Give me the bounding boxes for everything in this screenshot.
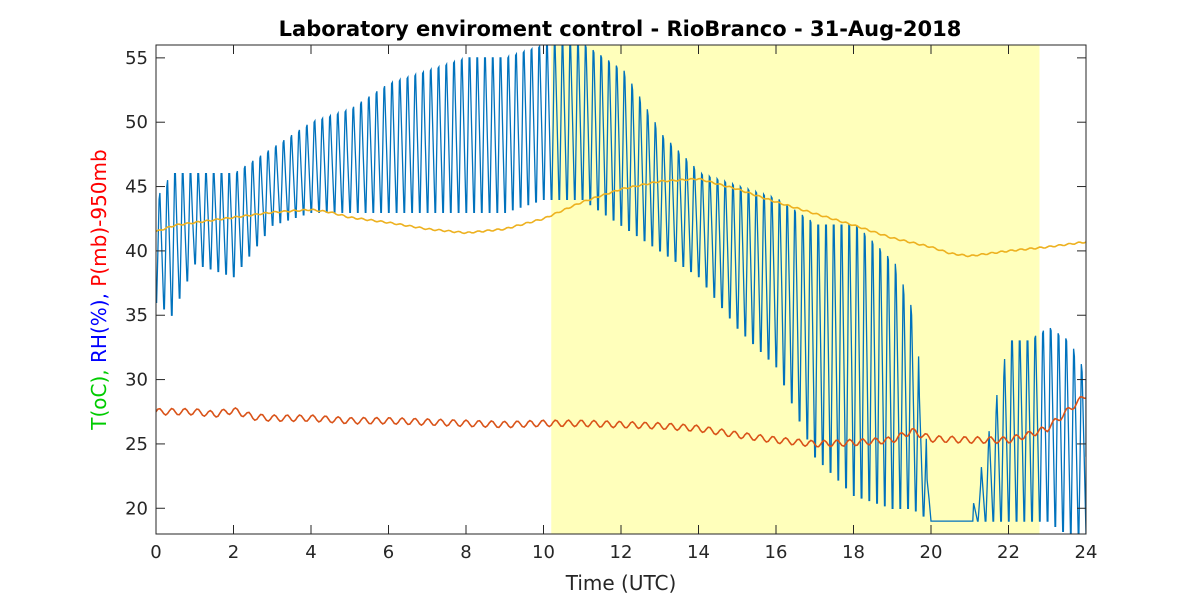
x-tick-label: 6 xyxy=(383,542,394,563)
x-tick-label: 8 xyxy=(460,542,471,563)
y-axis-label-part-1: RH(%), xyxy=(87,287,111,363)
x-tick-label: 12 xyxy=(610,542,633,563)
x-tick-label: 22 xyxy=(997,542,1020,563)
series-layer xyxy=(156,45,1086,534)
y-tick-label: 25 xyxy=(125,434,148,455)
y-tick-label: 30 xyxy=(125,370,148,391)
x-tick-label: 10 xyxy=(532,542,555,563)
x-tick-label: 4 xyxy=(305,542,316,563)
y-axis-label-part-2: P(mb)-950mb xyxy=(87,149,111,286)
rh-series-line xyxy=(156,45,1086,534)
y-axis-label: T(oC), RH(%), P(mb)-950mb xyxy=(87,149,111,430)
x-tick-label: 14 xyxy=(687,542,710,563)
y-tick-label: 50 xyxy=(125,112,148,133)
x-tick-label: 16 xyxy=(765,542,788,563)
chart-title: Laboratory enviroment control - RioBranc… xyxy=(279,17,962,41)
x-tick-label: 24 xyxy=(1075,542,1098,563)
y-tick-label: 55 xyxy=(125,48,148,69)
x-tick-label: 18 xyxy=(842,542,865,563)
y-tick-label: 20 xyxy=(125,498,148,519)
pressure-series-line xyxy=(156,396,1086,448)
y-tick-label: 35 xyxy=(125,305,148,326)
x-tick-label: 2 xyxy=(228,542,239,563)
x-axis-label: Time (UTC) xyxy=(565,571,677,595)
highlight-span xyxy=(551,45,1040,534)
y-tick-label: 45 xyxy=(125,177,148,198)
x-tick-label: 0 xyxy=(150,542,161,563)
y-tick-label: 40 xyxy=(125,241,148,262)
y-axis-label-part-0: T(oC), xyxy=(87,363,111,431)
x-tick-label: 20 xyxy=(920,542,943,563)
temperature-series-line xyxy=(156,177,1086,258)
